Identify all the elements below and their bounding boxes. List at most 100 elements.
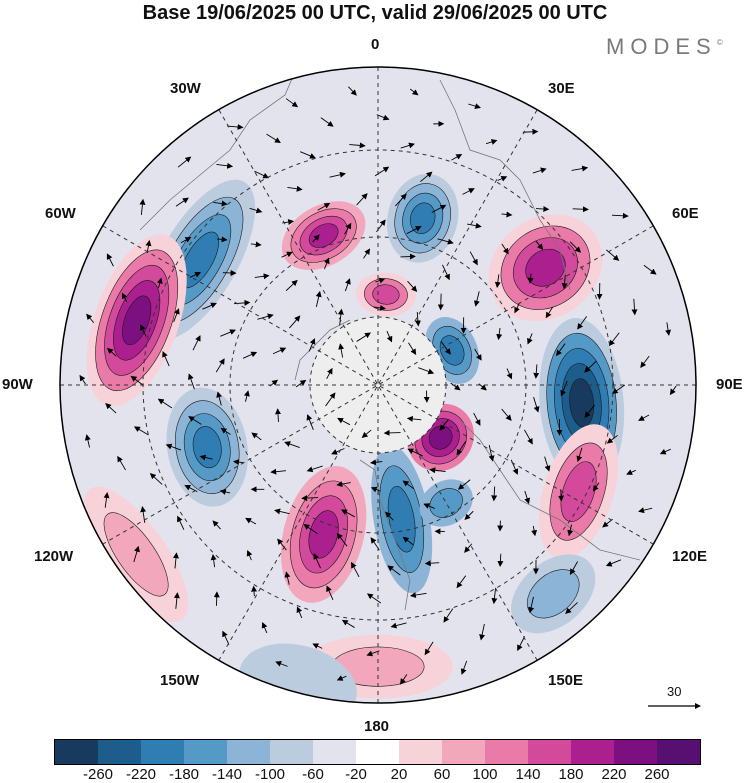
colorbar-tick-label: 100 [472, 766, 498, 783]
wind-arrow [165, 443, 182, 451]
wind-arrow [517, 636, 526, 652]
wind-arrow [366, 593, 382, 604]
wind-arrow [84, 434, 91, 448]
wind-arrow [105, 402, 117, 414]
wind-arrow [394, 193, 407, 207]
wind-arrow [602, 518, 613, 528]
wind-arrow [626, 469, 636, 475]
colorbar-swatch [614, 740, 657, 764]
colorbar-tick-label: -260 [82, 766, 114, 783]
wind-arrow [569, 561, 579, 575]
wind-arrow [199, 454, 213, 461]
wind-arrow [606, 434, 618, 444]
colorbar-swatch [227, 740, 270, 764]
wind-arrow [527, 333, 533, 345]
wind-arrow [409, 592, 427, 599]
wind-arrow [400, 674, 408, 685]
wind-arrow [406, 226, 422, 235]
lon-label-60e: 60E [672, 205, 699, 222]
wind-arrow [320, 117, 334, 127]
wind-arrow [501, 243, 509, 255]
anomaly-contour [372, 284, 400, 305]
wind-arrow [569, 241, 582, 253]
wind-arrow [192, 335, 201, 351]
wind-arrow [177, 515, 185, 530]
wind-arrow [329, 171, 346, 178]
wind-arrow [501, 211, 513, 218]
colorbar-swatch [141, 740, 184, 764]
wind-arrow [576, 447, 583, 463]
wind-arrow [400, 142, 415, 149]
wind-arrow [375, 277, 386, 284]
wind-arrow [414, 312, 421, 327]
wind-arrow [145, 239, 152, 254]
wind-arrow [429, 467, 446, 474]
wind-arrow [473, 412, 481, 426]
wind-arrow [202, 302, 217, 310]
wind-arrow [351, 561, 360, 578]
wind-arrow [567, 524, 574, 537]
wind-arrow [363, 248, 371, 259]
colorbar-swatch [356, 740, 399, 764]
wind-arrow [514, 303, 520, 314]
wind-arrow [103, 492, 110, 508]
wind-arrow [533, 364, 540, 379]
wind-arrow [133, 545, 140, 563]
wind-arrow [556, 343, 566, 357]
wind-arrow [659, 448, 671, 455]
wind-arrow [488, 444, 495, 462]
colorbar-tick-label: -100 [254, 766, 286, 783]
wind-arrow [285, 279, 298, 291]
wind-arrow [524, 429, 533, 445]
wind-arrow [571, 165, 589, 172]
wind-arrow [180, 236, 192, 244]
colorbar-tick-label: 20 [390, 766, 408, 783]
wind-arrow [442, 264, 450, 281]
wind-arrow [177, 156, 192, 168]
wind-arrow [545, 306, 554, 319]
anomaly-contour [239, 643, 357, 703]
wind-arrow [315, 290, 322, 308]
polar-map [59, 66, 701, 709]
wind-arrow [106, 253, 114, 267]
anomaly-contour [428, 425, 453, 450]
wind-arrow [210, 554, 217, 568]
wind-arrow [140, 324, 147, 337]
wind-arrow [212, 520, 221, 530]
wind-arrow [156, 277, 163, 289]
wind-arrow [266, 133, 281, 144]
wind-arrow [561, 274, 568, 290]
wind-arrow [308, 338, 316, 352]
wind-arrow [424, 641, 434, 656]
wind-arrow [638, 414, 650, 421]
wind-arrow [348, 86, 357, 96]
wind-arrow [270, 468, 286, 475]
wind-arrow [232, 459, 244, 466]
wind-arrow [431, 204, 447, 213]
wind-arrow [638, 507, 653, 514]
wind-arrow [281, 251, 293, 258]
colorbar-swatch [528, 740, 571, 764]
wind-arrow [130, 375, 144, 386]
wind-arrow [376, 114, 390, 121]
wind-arrow [249, 207, 263, 214]
wind-arrow [643, 264, 657, 275]
map-boundary [59, 66, 697, 704]
wind-arrow [462, 188, 475, 195]
wind-arrow [303, 524, 318, 534]
modes-logo: MODES© [606, 34, 723, 60]
wind-arrow [669, 385, 677, 396]
wind-arrow [409, 88, 419, 96]
wind-arrow [496, 327, 503, 341]
wind-arrow [337, 308, 344, 326]
wind-arrow [246, 549, 253, 561]
wind-arrow [216, 162, 234, 169]
wind-arrow [173, 308, 180, 323]
wind-arrow [243, 390, 250, 402]
colorbar-swatch [55, 740, 98, 764]
wind-arrow [528, 596, 535, 614]
wind-arrow [337, 417, 351, 426]
wind-arrow [251, 585, 258, 597]
colorbar-tick-label: 180 [558, 766, 584, 783]
wind-arrow [494, 274, 501, 288]
